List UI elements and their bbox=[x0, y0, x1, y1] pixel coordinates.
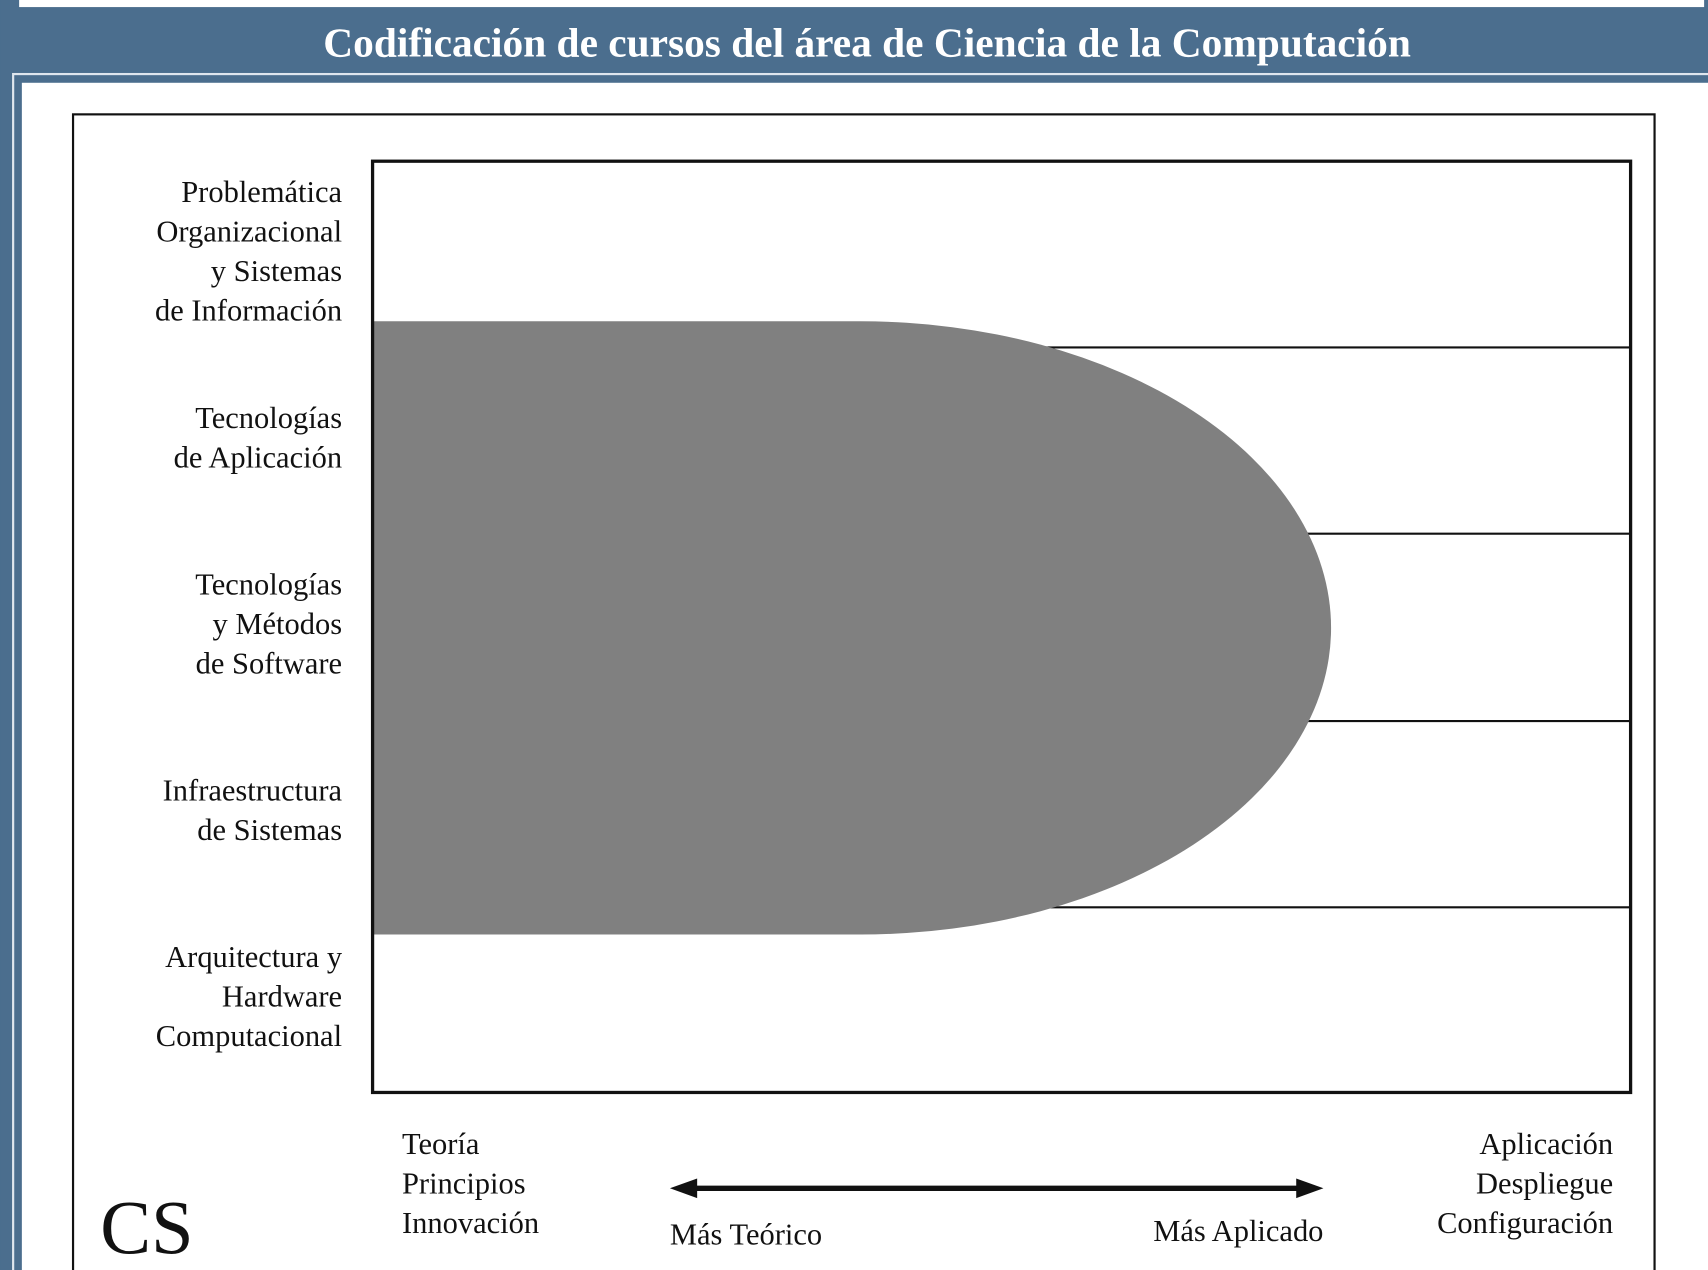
right-end-label: Configuración bbox=[1437, 1206, 1613, 1240]
right-end-label: Despliegue bbox=[1476, 1166, 1613, 1200]
logo: CS bbox=[100, 1187, 193, 1270]
labels: Problemática Organizacional y Sistemas de I… bbox=[155, 175, 1613, 1240]
row-label: de Sistemas bbox=[197, 813, 342, 847]
arrow-head-right bbox=[1296, 1178, 1324, 1199]
panel-border bbox=[12, 72, 1708, 1270]
top-bar bbox=[19, 0, 1705, 8]
row-label: Hardware bbox=[222, 979, 342, 1013]
row-label: Arquitectura y bbox=[165, 940, 343, 974]
row-label: Infraestructura bbox=[163, 773, 343, 807]
cs-region bbox=[372, 321, 1332, 935]
arrow-right-label: Más Aplicado bbox=[1153, 1214, 1323, 1248]
row-label: de Software bbox=[196, 646, 342, 680]
left-end-label: Teoría bbox=[402, 1127, 480, 1161]
left-end-label: Principios bbox=[402, 1166, 526, 1200]
row-label: y Sistemas bbox=[211, 254, 342, 288]
row-label: de Aplicación bbox=[174, 440, 342, 474]
right-end-label: Aplicación bbox=[1479, 1127, 1613, 1161]
chart-box bbox=[370, 159, 1633, 1095]
title: Codificación de cursos del área de Cienc… bbox=[323, 19, 1411, 65]
row-label: y Métodos bbox=[213, 607, 343, 641]
left-end-label: Innovación bbox=[402, 1206, 539, 1240]
frame bbox=[71, 113, 1656, 1270]
row-label: Tecnologías bbox=[195, 567, 342, 601]
row-label: Organizacional bbox=[156, 215, 342, 249]
arrow-head-left bbox=[669, 1178, 698, 1199]
row-label: Problemática bbox=[181, 175, 342, 209]
row-label: Computacional bbox=[156, 1019, 342, 1053]
arrow-left-label: Más Teórico bbox=[670, 1217, 822, 1251]
row-label: de Información bbox=[155, 294, 342, 328]
row-label: Tecnologías bbox=[195, 401, 342, 435]
